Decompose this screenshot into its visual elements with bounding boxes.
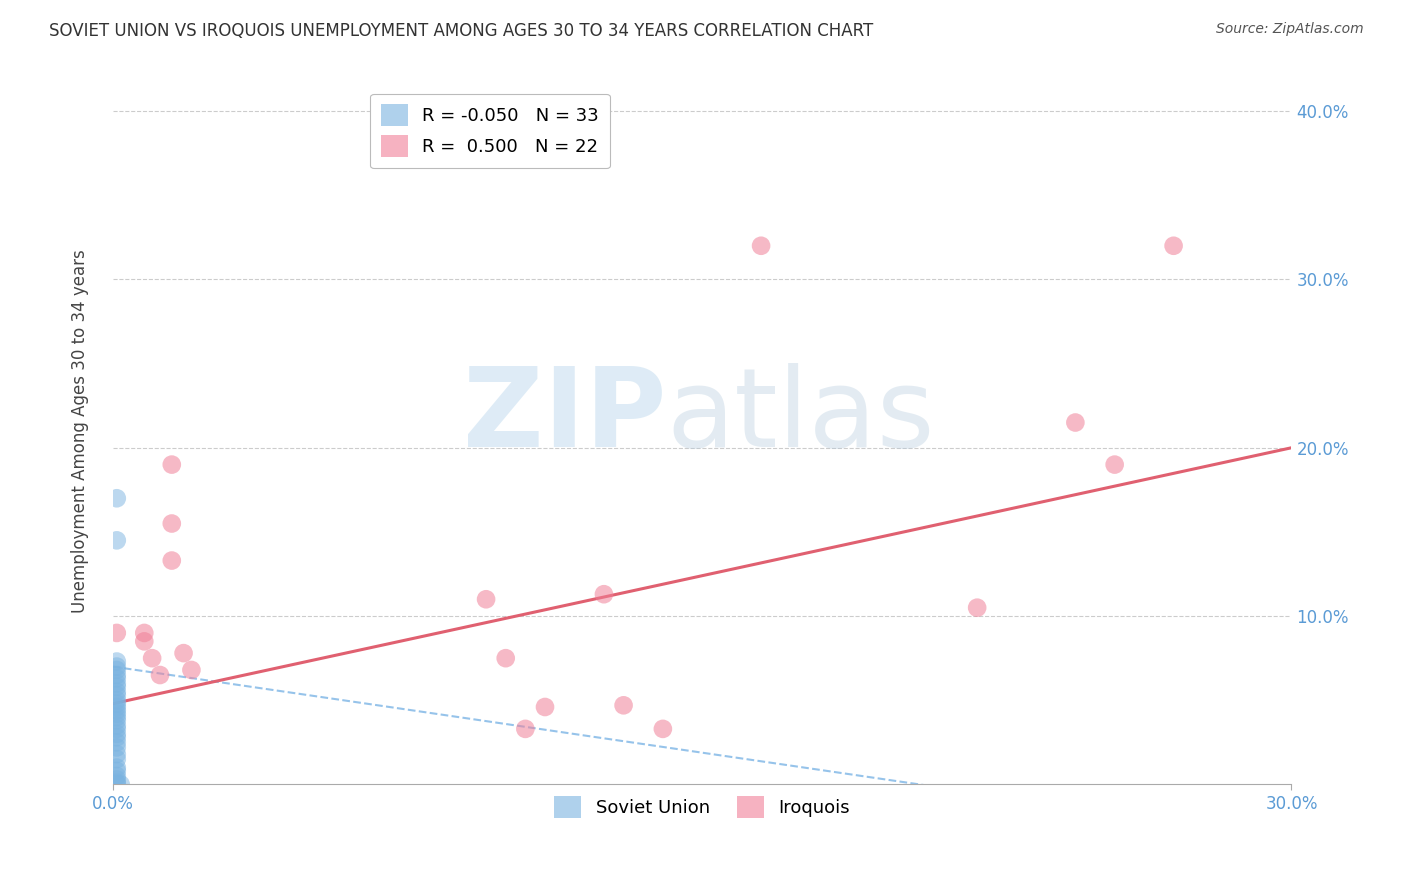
- Point: [105, 700, 128, 714]
- Point: [613, 698, 636, 713]
- Point: [160, 553, 183, 567]
- Point: [105, 676, 128, 690]
- Point: [105, 626, 128, 640]
- Point: [966, 600, 988, 615]
- Point: [105, 672, 128, 686]
- Text: atlas: atlas: [666, 363, 935, 470]
- Point: [105, 747, 128, 761]
- Point: [160, 458, 183, 472]
- Point: [105, 772, 128, 787]
- Legend: Soviet Union, Iroquois: Soviet Union, Iroquois: [547, 789, 858, 825]
- Point: [105, 706, 128, 721]
- Point: [105, 740, 128, 755]
- Point: [475, 592, 498, 607]
- Point: [149, 668, 172, 682]
- Point: [105, 777, 128, 791]
- Point: [1104, 458, 1126, 472]
- Point: [105, 722, 128, 736]
- Text: Source: ZipAtlas.com: Source: ZipAtlas.com: [1216, 22, 1364, 37]
- Point: [141, 651, 163, 665]
- Point: [105, 727, 128, 741]
- Point: [134, 634, 156, 648]
- Point: [160, 516, 183, 531]
- Point: [105, 769, 128, 783]
- Point: [105, 491, 128, 506]
- Point: [105, 764, 128, 778]
- Point: [110, 777, 132, 791]
- Point: [534, 700, 557, 714]
- Point: [1163, 239, 1185, 253]
- Point: [173, 646, 195, 660]
- Point: [105, 761, 128, 775]
- Point: [105, 703, 128, 717]
- Point: [105, 718, 128, 732]
- Point: [593, 587, 616, 601]
- Text: SOVIET UNION VS IROQUOIS UNEMPLOYMENT AMONG AGES 30 TO 34 YEARS CORRELATION CHAR: SOVIET UNION VS IROQUOIS UNEMPLOYMENT AM…: [49, 22, 873, 40]
- Point: [515, 722, 537, 736]
- Point: [105, 735, 128, 749]
- Point: [651, 722, 673, 736]
- Point: [105, 659, 128, 673]
- Point: [105, 710, 128, 724]
- Point: [134, 626, 156, 640]
- Point: [105, 693, 128, 707]
- Point: [105, 776, 128, 790]
- Point: [105, 680, 128, 694]
- Text: ZIP: ZIP: [464, 363, 666, 470]
- Point: [1064, 416, 1087, 430]
- Point: [105, 655, 128, 669]
- Point: [105, 685, 128, 699]
- Point: [180, 663, 202, 677]
- Point: [105, 688, 128, 702]
- Point: [105, 714, 128, 728]
- Point: [105, 663, 128, 677]
- Point: [749, 239, 772, 253]
- Point: [105, 752, 128, 766]
- Point: [105, 533, 128, 548]
- Point: [105, 731, 128, 745]
- Point: [105, 668, 128, 682]
- Y-axis label: Unemployment Among Ages 30 to 34 years: Unemployment Among Ages 30 to 34 years: [72, 249, 89, 613]
- Point: [495, 651, 517, 665]
- Point: [105, 697, 128, 711]
